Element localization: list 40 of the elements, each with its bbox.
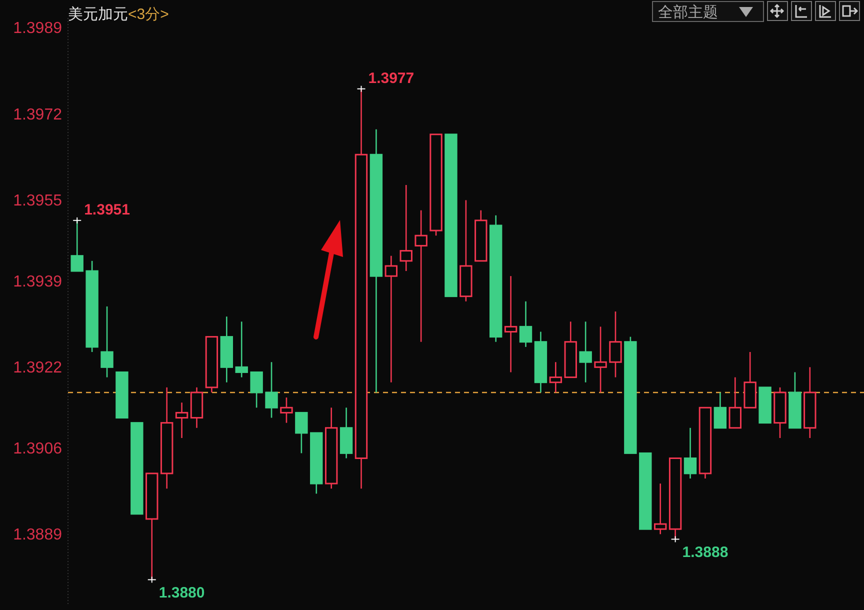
candlestick	[324, 406, 338, 490]
candlestick	[609, 310, 622, 378]
candlestick	[534, 331, 548, 394]
candlestick	[504, 275, 518, 373]
y-tick-label: 1.3922	[13, 359, 62, 376]
candlestick	[489, 214, 502, 343]
y-tick-label: 1.3889	[13, 526, 62, 544]
y-tick-label: 1.3906	[13, 440, 62, 458]
annotation: 1.3951	[84, 201, 130, 218]
candlestick	[594, 326, 607, 394]
candlestick	[280, 396, 293, 424]
candlestick	[654, 482, 667, 535]
y-tick-label: 1.3989	[13, 20, 62, 38]
chart-subtitle: <3分>	[128, 6, 170, 23]
y-tick-label: 1.3955	[13, 192, 62, 210]
y-tick-label: 1.3939	[13, 273, 62, 290]
candlestick	[235, 320, 248, 378]
candlestick	[160, 386, 174, 490]
annotation: 全部主题	[658, 4, 718, 21]
annotation: 1.3880	[158, 584, 205, 602]
annotation: 1.3977	[368, 70, 414, 87]
candlestick	[370, 128, 383, 394]
candlestick	[579, 320, 592, 383]
candlestick	[190, 386, 204, 429]
chart-title: 美元加元	[68, 6, 128, 23]
candlestick	[384, 255, 398, 383]
candlestick	[265, 361, 278, 418]
candlestick	[519, 300, 532, 348]
candlestick	[175, 402, 188, 439]
theme-dropdown: 全部主题	[652, 1, 764, 22]
candlestick	[340, 406, 353, 459]
candlestick	[684, 427, 697, 480]
candlestick	[804, 366, 816, 439]
candlestick	[220, 316, 234, 383]
y-tick-label: 1.3972	[13, 106, 62, 124]
candlestick	[414, 210, 428, 343]
candlestick	[400, 184, 412, 272]
candlestick	[100, 306, 114, 378]
annotation: 1.3888	[682, 544, 728, 562]
candlestick	[549, 361, 562, 394]
